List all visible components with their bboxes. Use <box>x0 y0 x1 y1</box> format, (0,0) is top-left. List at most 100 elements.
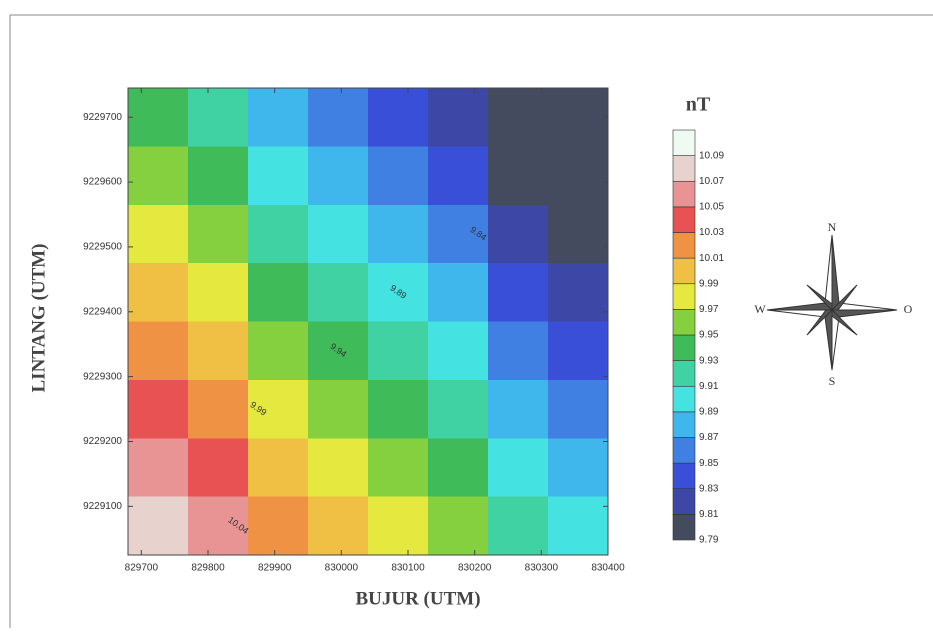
contour-cell <box>188 438 249 497</box>
colorbar-label: 9.83 <box>699 483 719 494</box>
contour-cell <box>248 322 309 381</box>
contour-cell <box>488 263 549 322</box>
contour-cell <box>488 438 549 497</box>
colorbar-swatch <box>673 130 695 156</box>
x-tick-label: 830200 <box>458 563 492 574</box>
colorbar-swatch <box>673 514 695 540</box>
colorbar-swatch <box>673 258 695 284</box>
contour-cell <box>308 497 369 556</box>
contour-cell <box>428 497 489 556</box>
colorbar-swatch <box>673 156 695 182</box>
contour-cell <box>488 205 549 264</box>
x-tick-label: 830100 <box>391 563 425 574</box>
colorbar-swatch <box>673 438 695 464</box>
contour-cell <box>548 205 609 264</box>
x-tick-label: 830000 <box>325 563 359 574</box>
colorbar-label: 9.89 <box>699 407 719 418</box>
colorbar-label: 9.85 <box>699 458 719 469</box>
x-tick-label: 829800 <box>191 563 225 574</box>
colorbar-label: 9.91 <box>699 381 719 392</box>
contour-cell <box>428 146 489 205</box>
contour-cell <box>188 88 249 147</box>
colorbar-swatch <box>673 335 695 361</box>
colorbar-swatch <box>673 284 695 310</box>
contour-cell <box>548 263 609 322</box>
compass-label: W <box>754 302 766 316</box>
colorbar-swatch <box>673 386 695 412</box>
compass: N S W O <box>754 220 912 388</box>
contour-cell <box>188 322 249 381</box>
contour-cell <box>428 263 489 322</box>
colorbar-label: 10.09 <box>699 150 724 161</box>
contour-cell <box>128 263 189 322</box>
contour-cell <box>368 438 429 497</box>
colorbar-swatch <box>673 207 695 233</box>
contour-cell <box>368 88 429 147</box>
colorbar-label: 9.81 <box>699 509 719 520</box>
contour-cell <box>368 146 429 205</box>
colorbar-label: 9.87 <box>699 432 719 443</box>
colorbar-swatch <box>673 361 695 387</box>
contour-cell <box>188 205 249 264</box>
contour-cell <box>548 380 609 439</box>
colorbar-label: 10.05 <box>699 202 724 213</box>
contour-cell <box>188 380 249 439</box>
contour-cell <box>548 438 609 497</box>
contour-cell <box>548 497 609 556</box>
contour-cell <box>368 205 429 264</box>
contour-cell <box>188 263 249 322</box>
contour-cell <box>248 88 309 147</box>
contour-cell <box>548 322 609 381</box>
contour-cell <box>308 263 369 322</box>
contour-cell <box>248 205 309 264</box>
contour-cell <box>128 438 189 497</box>
colorbar-swatch <box>673 309 695 335</box>
compass-label: S <box>829 374 836 388</box>
contour-cell <box>128 380 189 439</box>
x-tick-label: 829700 <box>125 563 159 574</box>
y-axis-title: LINTANG (UTM) <box>28 243 49 392</box>
colorbar-label: 9.95 <box>699 330 719 341</box>
contour-cell <box>128 497 189 556</box>
contour-cell <box>488 322 549 381</box>
y-tick-label: 9229400 <box>83 306 122 317</box>
colorbar-label: 9.97 <box>699 304 719 315</box>
colorbar-swatch <box>673 412 695 438</box>
colorbar-label: 9.99 <box>699 278 719 289</box>
contour-cell <box>368 497 429 556</box>
contour-cell <box>548 146 609 205</box>
colorbar-swatch <box>673 233 695 259</box>
colorbar-label: 10.01 <box>699 253 724 264</box>
contour-cell <box>428 438 489 497</box>
chart: 9.849.899.949.9910.04 BUJUR (UTM) LINTAN… <box>0 0 933 628</box>
contour-cell <box>488 88 549 147</box>
y-tick-label: 9229300 <box>83 371 122 382</box>
colorbar-label: 9.93 <box>699 355 719 366</box>
x-tick-label: 830300 <box>525 563 559 574</box>
contour-cell <box>308 146 369 205</box>
colorbar-title: nT <box>686 94 711 116</box>
y-tick-label: 9229600 <box>83 177 122 188</box>
colorbar-label: 10.07 <box>699 176 724 187</box>
contour-cell <box>128 205 189 264</box>
contour-cell <box>308 380 369 439</box>
compass-label: N <box>828 220 837 234</box>
compass-label: O <box>904 302 913 316</box>
contour-cell <box>248 438 309 497</box>
x-tick-label: 829900 <box>258 563 292 574</box>
colorbar-swatch <box>673 489 695 515</box>
y-tick-label: 9229100 <box>83 501 122 512</box>
contour-cell <box>368 322 429 381</box>
contour-cell <box>248 497 309 556</box>
y-tick-label: 9229500 <box>83 242 122 253</box>
contour-cell <box>128 88 189 147</box>
y-tick-label: 9229200 <box>83 436 122 447</box>
contour-cell <box>428 380 489 439</box>
contour-cell <box>368 380 429 439</box>
y-tick-label: 9229700 <box>83 112 122 123</box>
contour-cell <box>488 497 549 556</box>
contour-cell <box>428 88 489 147</box>
x-tick-label: 830400 <box>591 563 625 574</box>
colorbar-swatch <box>673 181 695 207</box>
